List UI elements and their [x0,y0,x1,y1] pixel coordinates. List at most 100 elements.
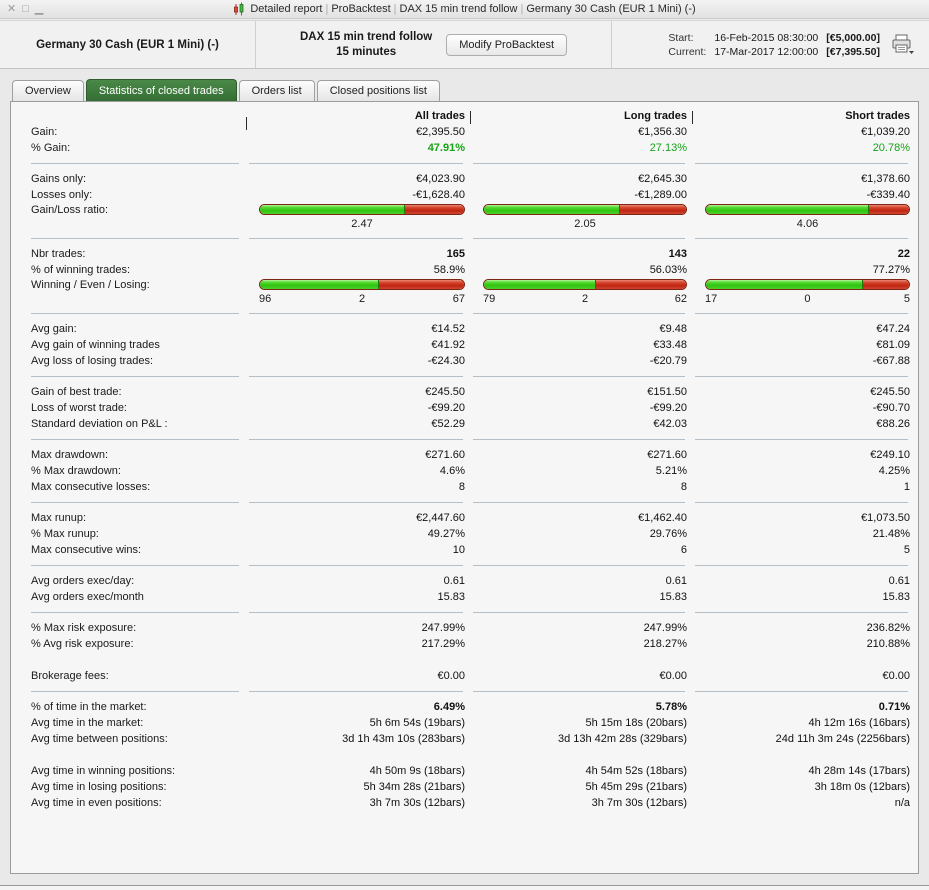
bar-green-segment [706,280,863,289]
divider-segment [249,691,463,692]
stat-label: Standard deviation on P&L : [31,418,168,430]
stat-value: 4h 12m 16s (16bars) [808,717,911,729]
stat-value: 49.27% [427,528,465,540]
stat-value: €1,356.30 [638,126,687,138]
divider-segment [695,376,908,377]
statistics-table: All trades Long trades Short trades Gain: €2… [21,108,918,811]
bar-red-segment [862,280,909,289]
divider-segment [473,163,685,164]
stat-label: Max runup: [31,512,87,524]
maximize-icon[interactable]: □ [22,3,29,15]
stat-label: Avg time in the market: [31,717,144,729]
section-divider [21,231,918,246]
stat-bar-row: Winning / Even / Losing: [21,278,918,291]
stat-label: Avg time in losing positions: [31,781,167,793]
stat-value: 15.83 [659,591,687,603]
section-divider [21,306,918,321]
stat-value: 21.48% [872,528,910,540]
print-button[interactable] [890,34,915,55]
ratio-value: 2.05 [574,217,596,230]
modify-probacktest-button[interactable]: Modify ProBacktest [446,33,568,56]
stat-value: 15.83 [437,591,465,603]
win-even-lose-values: 17 0 5 [705,293,910,305]
title-part: Detailed report [250,3,323,15]
divider-segment [249,502,463,503]
stat-value: 0.61 [888,575,910,587]
tab-orders-list[interactable]: Orders list [238,80,315,101]
column-resize-handle[interactable] [246,117,247,130]
start-datetime: 16-Feb-2015 08:30:00 [714,31,819,44]
stat-value: 4h 54m 52s (18bars) [585,765,688,777]
column-resize-handle[interactable] [692,111,693,124]
stat-row: % Avg risk exposure: 217.29% 218.27% 210.88… [21,636,918,652]
bar-green-segment [260,280,379,289]
title-separator: | [520,3,524,15]
divider-segment [695,163,908,164]
divider-segment [473,439,685,440]
stat-value: €33.48 [653,339,687,351]
divider-segment [473,612,685,613]
stat-value: €0.00 [659,670,687,682]
section-divider [21,684,918,699]
stat-row: Gain: €2,395.50 €1,356.30 €1,039.20 [21,124,918,140]
title-part: DAX 15 min trend follow [399,3,518,15]
stat-row: Max drawdown: €271.60 €271.60 €249.10 [21,447,918,463]
stat-value: 58.9% [433,264,465,276]
bar-cell [693,279,916,290]
tab-overview[interactable]: Overview [12,80,84,101]
title-part: Germany 30 Cash (EUR 1 Mini) (-) [526,3,696,15]
stat-value: €9.48 [659,323,687,335]
stat-value: -€90.70 [872,402,910,414]
losing-count: 5 [903,292,910,305]
minimize-icon[interactable]: ▁ [34,3,44,15]
bar-values-cell: 2.05 [471,218,693,230]
stat-row: Avg gain: €14.52 €9.48 €47.24 [21,321,918,337]
divider-segment [473,502,685,503]
candlestick-report-icon [234,2,244,16]
bar-values-row: 2.47 2.05 4.06 [21,216,918,231]
win-even-lose-bar [705,279,910,290]
stat-label: Max drawdown: [31,449,109,461]
section-divider [21,605,918,620]
stat-label: Avg loss of losing trades: [31,355,154,367]
report-tabs: Overview Statistics of closed trades Ord… [12,79,929,101]
stat-row: Avg time in even positions: 3h 7m 30s (12… [21,795,918,811]
close-icon[interactable]: ✕ [7,3,17,15]
tab-statistics-of-closed-trades[interactable]: Statistics of closed trades [85,79,237,101]
stat-value: -€1,289.00 [634,189,687,201]
stat-label: Avg orders exec/day: [31,575,135,587]
window-controls: ✕ □ ▁ [7,2,49,15]
divider-segment [249,313,463,314]
divider-segment [473,313,685,314]
table-header-row: All trades Long trades Short trades [21,108,918,130]
stat-value: €2,645.30 [638,173,687,185]
column-resize-handle[interactable] [470,111,471,124]
stat-value: 5.21% [655,465,687,477]
gain-loss-ratio-bar [259,204,465,215]
stat-row: Gains only: €4,023.90 €2,645.30 €1,378.60 [21,171,918,187]
stat-row: Nbr trades: 165 143 22 [21,246,918,262]
stat-value: €14.52 [431,323,465,335]
stat-value: €4,023.90 [416,173,465,185]
stat-row: % Max risk exposure: 247.99% 247.99% 236.82… [21,620,918,636]
win-even-lose-bar [259,279,465,290]
current-equity: [€7,395.50] [826,45,880,58]
stat-value: 5h 34m 28s (21bars) [363,781,466,793]
divider-segment [695,691,908,692]
stat-row: Standard deviation on P&L : €52.29 €42.03 €… [21,416,918,432]
divider-segment [31,238,239,239]
stat-value: 22 [897,248,910,260]
stat-value: 10 [452,544,465,556]
stat-value: -€24.30 [427,355,465,367]
stat-value: 77.27% [872,264,910,276]
stat-label: % Avg risk exposure: [31,638,134,650]
start-equity: [€5,000.00] [826,31,880,44]
stat-label: Gain: [31,126,58,138]
bar-red-segment [619,205,686,214]
stat-value: €1,039.20 [861,126,910,138]
stat-label: Avg gain of winning trades [31,339,160,351]
statistics-panel: All trades Long trades Short trades Gain: €2… [10,101,919,874]
tab-closed-positions-list[interactable]: Closed positions list [316,80,440,101]
stat-value: €2,447.60 [416,512,465,524]
win-even-lose-values: 79 2 62 [483,293,687,305]
